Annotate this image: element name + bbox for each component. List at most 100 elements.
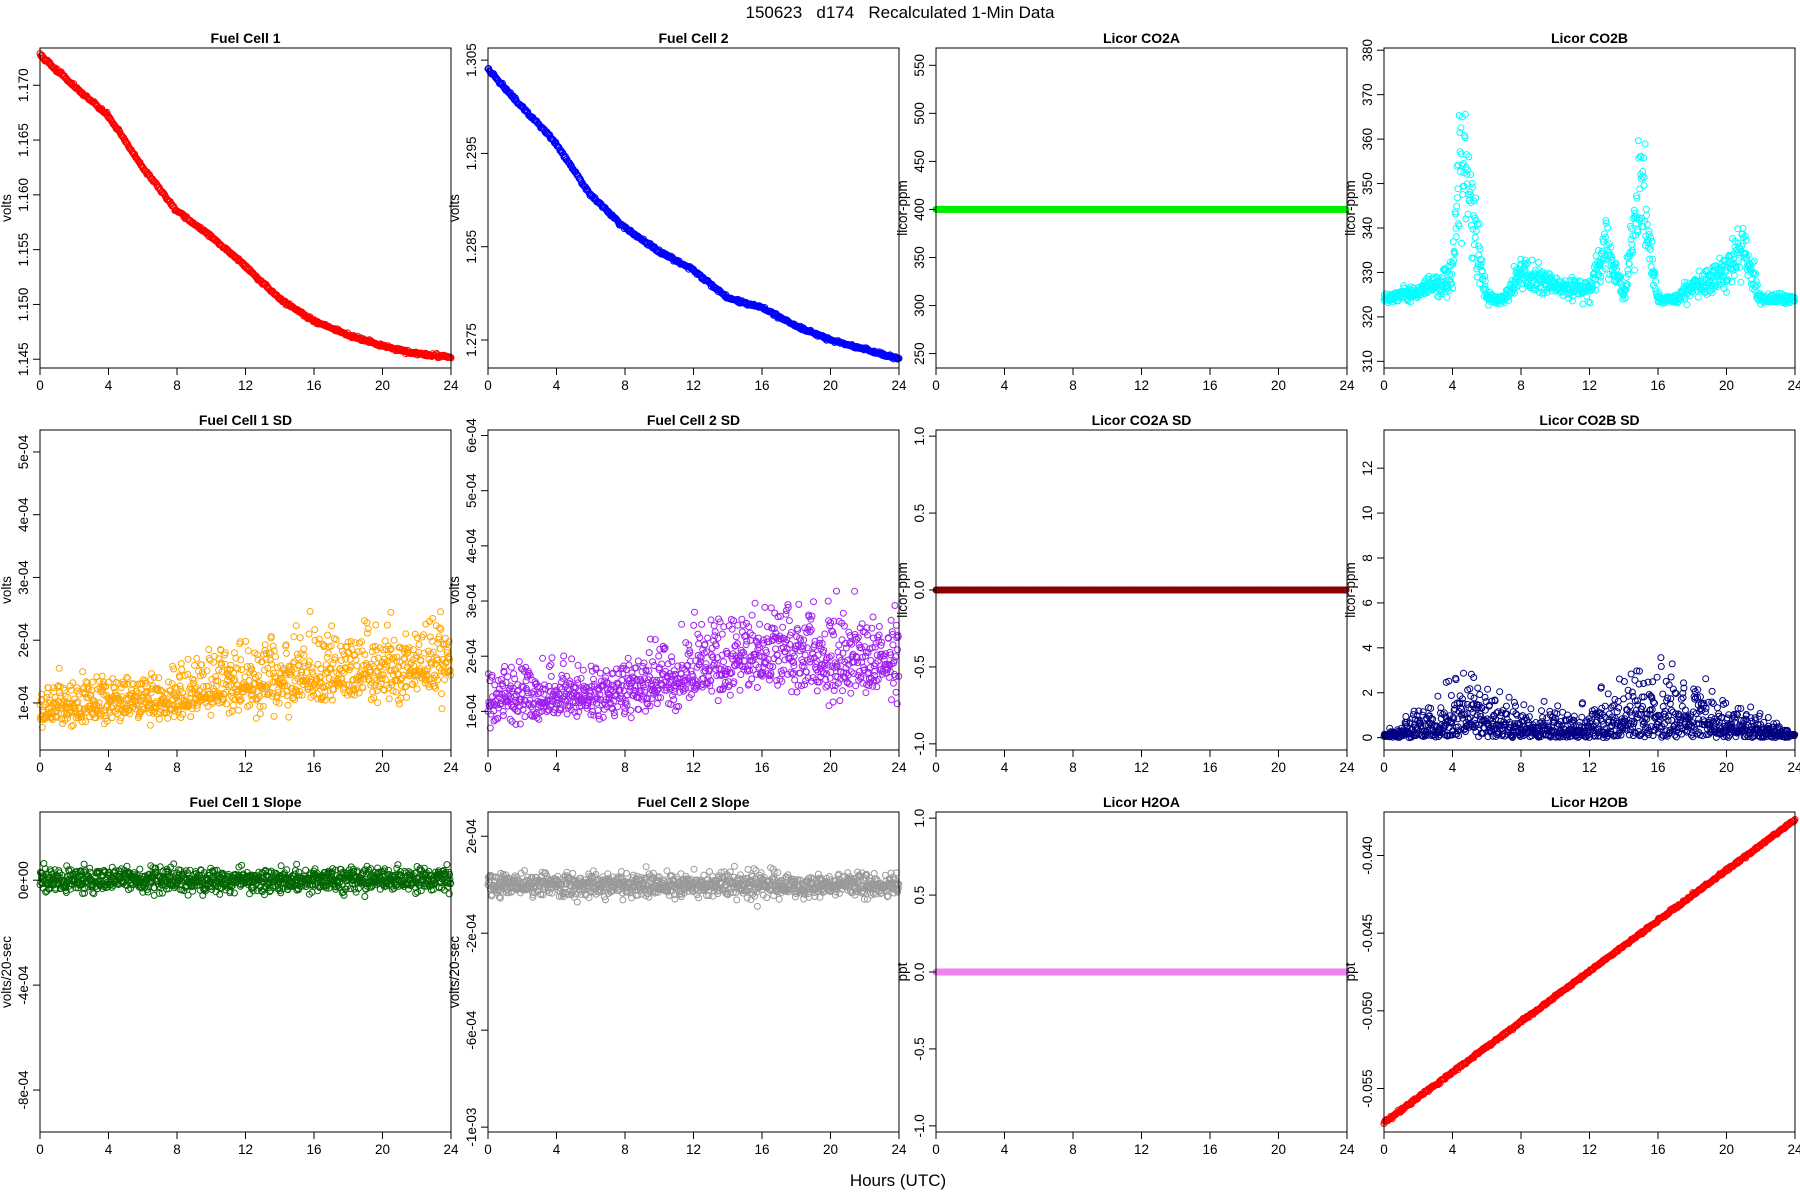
panel-co2b-point [1694,293,1702,301]
panel-fc1sd-point [382,676,390,683]
panel-fc2sd-point [851,587,859,595]
panel-fc1-title: Fuel Cell 1 [210,30,280,46]
panel-fc1sd-point [50,688,58,696]
panel-co2b-point [1643,211,1651,219]
panel-fc1sd-point [55,664,63,672]
panel-fc1sd-point [383,621,391,629]
panel-fc1sd-xtick-label: 0 [36,760,44,775]
panel-co2a-ytick-label: 450 [912,150,927,173]
panel-fc2sd-points [484,587,903,732]
panel-fc2sd-point [822,683,830,691]
panel-fc1sd-point [290,633,298,641]
panel-co2b-point [1579,300,1587,308]
panel-fc2sd-point [522,677,530,685]
panel-fc1sd-xtick-label: 8 [173,760,181,775]
panel-fc1-point [38,51,46,59]
panel-fc1sd-point [272,653,279,661]
panel-fc1-xtick-label: 8 [173,378,181,393]
panel-fc2-xtick-label: 16 [754,378,769,393]
panel-fc1sd-point [438,690,446,698]
panel-fc1sd-point [387,608,395,616]
panel-fc2sd-point [847,689,855,697]
panel-fc1sd-point [372,621,380,629]
panel-fc2sd-point [669,692,677,699]
panel-fc2sd-point [714,697,722,705]
panel-fc1-point [446,353,454,361]
panel-fc1sd-point [261,641,269,649]
panel-fc2sd-point [602,667,610,675]
panel-co2b-point [1471,234,1479,241]
panel-fc1sd-point [324,631,331,639]
panel-fc1sd-ytick-label: 2e-04 [16,622,31,657]
panel-fc2-ylabel: volts [447,194,462,222]
panel-fc1sd-point [165,678,172,686]
panel-co2b-xtick-label: 12 [1582,378,1597,393]
panel-fc1sd-xtick-label: 16 [306,760,321,775]
panel-fc2sd-point [756,620,764,628]
panel-fc1sd-point [205,646,213,653]
panel-fc2-frame [487,47,900,369]
panel-co2b-point [1737,278,1745,286]
panel-fc2sd-point [504,673,512,681]
panel-fc1sd-point [305,630,313,638]
panel-fc2sd-point [810,598,817,606]
panel-fc2sd-point [748,611,756,619]
panel-fc1sd-point [184,655,192,663]
panel-fc1sd-point [191,661,198,669]
panel-fc1sd-point [155,715,163,723]
panel-fc2sd-point [678,620,686,628]
panel-fc2sd-point [839,609,847,617]
panel-fc1sd-point [300,645,308,653]
panel-fc2sd-point [695,640,703,648]
panel-fc1sd-point [256,710,264,718]
panel-fc2sd-point [577,674,585,682]
panel-fc1sd-point [235,706,242,714]
panel-fc2sd-point [785,617,793,625]
panel-fc2sd-point [672,707,680,715]
panel-co2b-point [1473,273,1481,281]
panel-fc2sd-point [781,656,789,664]
panel-fc1sd-point [146,721,154,729]
panel-fc2-ytick-label: 1.285 [464,230,479,264]
panel-fc1sd-point [207,711,215,719]
panel-fc2sd-point [711,628,719,636]
panel-co2b-ytick-label: 330 [1360,261,1375,284]
panel-co2b-ytick-label: 370 [1360,83,1375,106]
panel-fc1-xtick-label: 20 [375,378,390,393]
panel-fc1sd-point [374,699,382,707]
panel-fc1sd-point [390,636,398,644]
panel-fc1sd-point [155,674,163,682]
panel-fc1sd-point [164,714,172,722]
panel-fc1-point [41,57,49,65]
panel-fc1sd-point [285,713,293,721]
panel-fc1sd-point [187,713,195,721]
panel-fc2sd-point [813,687,821,695]
panel-co2a-ytick-label: 550 [912,54,927,77]
panel-co2b-ytick-label: 350 [1360,172,1375,195]
panel-fc1sd-point [370,655,378,663]
panel-co2b-point [1640,182,1648,189]
panel-fc2sd-point [736,686,744,694]
panel-fc2sd-point [521,713,529,721]
panel-fc2: Fuel Cell 20 4 8 12 16 20 241.2751.2851.2951.3… [447,30,907,393]
panel-fc1sd-point [329,659,337,667]
panel-fc2sd-point [627,706,635,714]
panel-fc1-point [122,138,130,146]
panel-fc2sd-point [515,658,523,666]
panel-fc1sd-point [108,714,116,722]
panel-fc2sd-point [824,597,832,605]
panel-fc1sd-point [327,642,335,650]
panel-co2b-xtick-label: 4 [1449,378,1457,393]
panel-fc1sd-point [177,660,185,667]
panel-fc1sd-point [324,649,332,657]
panel-fc1sd-point [364,625,372,633]
panel-fc1sd-point [109,675,117,683]
x-axis-label: Hours (UTC) [850,1171,946,1190]
panel-fc1sd-point [357,638,365,646]
panel-fc1sd-point [395,700,403,708]
panel-co2b-point [1636,185,1644,193]
panel-co2a-xtick-label: 24 [1339,378,1355,393]
panel-fc1sd-point [437,608,444,616]
panel-fc1sd-xtick-label: 24 [443,760,459,775]
